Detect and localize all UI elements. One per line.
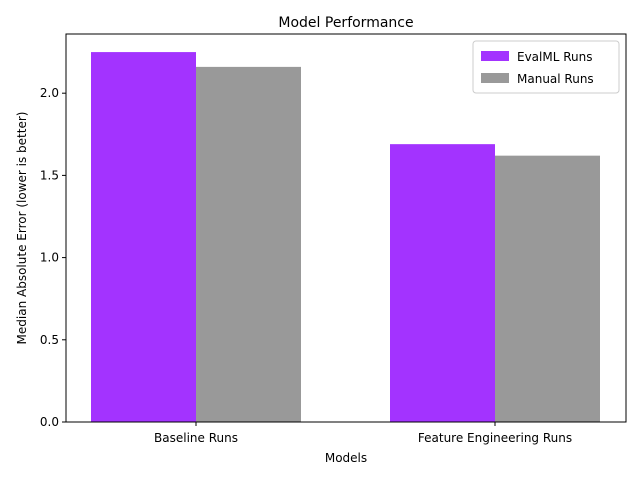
bar-1-0 [390,144,495,423]
y-tick-label: 1.0 [40,251,59,265]
legend: EvalML Runs Manual Runs [472,40,620,94]
plot-frame [65,33,627,423]
x-tick-label: Feature Engineering Runs [418,431,572,445]
y-ticks: 0.0 0.5 1.0 1.5 2.0 [40,86,66,429]
x-axis-label: Models [325,451,367,465]
y-tick-label: 1.5 [40,168,59,182]
y-tick-label: 0.5 [40,333,59,347]
legend-swatch-1 [481,73,509,83]
legend-label-1: Manual Runs [517,72,594,86]
y-tick-label: 0.0 [40,415,59,429]
legend-box [472,40,620,94]
legend-label-0: EvalML Runs [517,50,593,64]
y-axis-label: Median Absolute Error (lower is better) [15,112,29,345]
bars-layer [91,52,600,423]
bar-0-1 [196,66,301,423]
x-ticks: Baseline Runs Feature Engineering Runs [154,422,572,445]
legend-swatch-0 [481,51,509,61]
x-tick-label: Baseline Runs [154,431,238,445]
bar-1-1 [495,155,600,422]
axes-layer [65,33,627,423]
bar-0-0 [91,52,196,422]
y-tick-label: 2.0 [40,86,59,100]
chart-title: Model Performance [278,15,413,31]
